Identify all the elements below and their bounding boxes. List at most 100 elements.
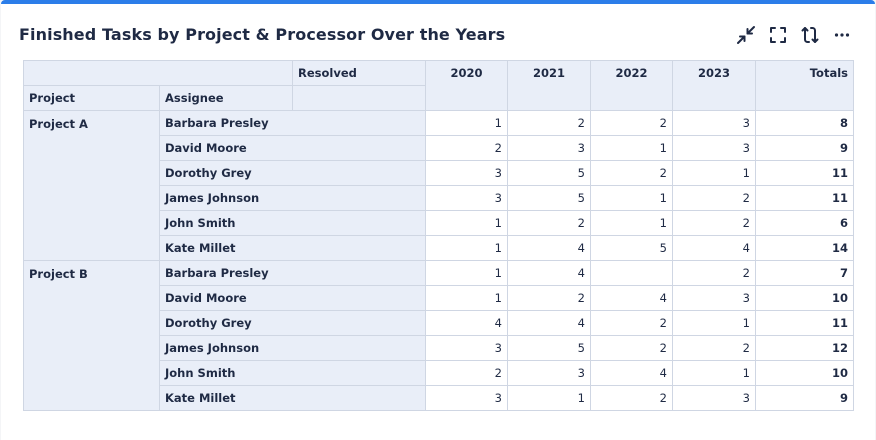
value-cell: 2 [425,360,508,386]
value-cell: 2 [590,335,673,361]
value-cell: 2 [425,135,508,161]
value-cell: 1 [590,185,673,211]
value-cell: 2 [590,160,673,186]
value-cell: 4 [672,235,756,261]
value-cell: 3 [425,160,508,186]
value-cell: 5 [507,160,591,186]
year-header[interactable]: 2020 [425,60,508,111]
assignee-header[interactable]: Assignee [159,85,293,111]
header-row-2: Project Assignee [23,85,854,111]
assignee-cell: John Smith [159,210,426,236]
value-cell: 3 [425,335,508,361]
pivot-table: Resolved 2020 2021 2022 2023 Totals Project Ass… [23,60,854,411]
total-cell: 10 [755,360,854,386]
total-cell: 11 [755,185,854,211]
year-header[interactable]: 2022 [590,60,673,111]
table-row: David Moore 2 3 1 3 9 [24,135,854,161]
value-cell: 3 [507,360,591,386]
total-cell: 14 [755,235,854,261]
table-row: Kate Millet 3 1 2 3 9 [24,385,854,411]
total-cell: 11 [755,310,854,336]
year-header[interactable]: 2021 [507,60,591,111]
value-cell: 1 [425,260,508,286]
table-row: John Smith 1 2 1 2 6 [24,210,854,236]
total-cell: 7 [755,260,854,286]
value-cell: 4 [590,285,673,311]
value-cell: 3 [507,135,591,161]
more-icon[interactable] [830,24,854,46]
value-cell: 2 [507,110,591,136]
table-row: David Moore 1 2 4 3 10 [24,285,854,311]
value-cell: 3 [672,135,756,161]
value-cell: 1 [425,110,508,136]
value-cell: 4 [507,260,591,286]
table-row: John Smith 2 3 4 1 10 [24,360,854,386]
value-cell: 2 [507,210,591,236]
value-cell: 4 [425,310,508,336]
table-row: Project A Barbara Presley 1 2 2 3 8 [23,110,854,261]
project-cell: Project A [23,110,160,261]
total-cell: 6 [755,210,854,236]
table-row: Dorothy Grey 4 4 2 1 11 [24,310,854,336]
value-cell: 1 [672,160,756,186]
corner-cell [23,60,293,86]
total-cell: 8 [755,110,854,136]
value-cell: 4 [507,235,591,261]
value-cell: 1 [507,385,591,411]
header-row-1: Resolved 2020 2021 2022 2023 Totals [23,60,854,111]
value-cell: 1 [672,310,756,336]
assignee-cell: James Johnson [159,185,426,211]
total-cell: 9 [755,385,854,411]
value-cell: 5 [507,185,591,211]
value-cell: 2 [672,260,756,286]
total-cell: 11 [755,160,854,186]
fullscreen-icon[interactable] [766,24,790,46]
assignee-cell: James Johnson [159,335,426,361]
widget-title: Finished Tasks by Project & Processor Ov… [19,25,506,44]
value-cell: 4 [507,310,591,336]
value-cell: 5 [590,235,673,261]
value-cell: 1 [590,210,673,236]
total-cell: 12 [755,335,854,361]
assignee-cell: Barbara Presley [159,260,426,286]
value-cell: 2 [590,385,673,411]
total-cell: 9 [755,135,854,161]
value-cell: 2 [590,110,673,136]
value-cell: 3 [425,185,508,211]
value-cell: 2 [507,285,591,311]
value-cell: 4 [590,360,673,386]
value-cell: 3 [672,285,756,311]
value-cell: 1 [590,135,673,161]
assignee-cell: David Moore [159,285,426,311]
totals-header[interactable]: Totals [755,60,854,111]
assignee-cell: Kate Millet [159,385,426,411]
assignee-cell: Barbara Presley [159,110,426,136]
assignee-cell: David Moore [159,135,426,161]
resolved-label: Resolved [292,60,426,86]
value-cell: 3 [672,110,756,136]
year-header[interactable]: 2023 [672,60,756,111]
collapse-icon[interactable] [734,24,758,46]
assignee-cell: Dorothy Grey [159,310,426,336]
value-cell: 1 [672,360,756,386]
value-cell: 2 [590,310,673,336]
table-row: Project B Barbara Presley 1 4 2 7 [23,260,854,411]
assignee-cell: Kate Millet [159,235,426,261]
value-cell: 1 [425,235,508,261]
project-cell: Project B [23,260,160,411]
assignee-cell: John Smith [159,360,426,386]
value-cell: 5 [507,335,591,361]
assignee-cell: Dorothy Grey [159,160,426,186]
total-cell: 10 [755,285,854,311]
widget-header: Finished Tasks by Project & Processor Ov… [1,4,875,62]
refresh-icon[interactable] [798,24,822,46]
value-cell: 3 [425,385,508,411]
value-cell: 2 [672,210,756,236]
table-row: James Johnson 3 5 2 2 12 [24,335,854,361]
table-row: Dorothy Grey 3 5 2 1 11 [24,160,854,186]
project-header[interactable]: Project [23,85,160,111]
resolved-spacer [292,85,426,111]
value-cell: 3 [672,385,756,411]
table-row: James Johnson 3 5 1 2 11 [24,185,854,211]
